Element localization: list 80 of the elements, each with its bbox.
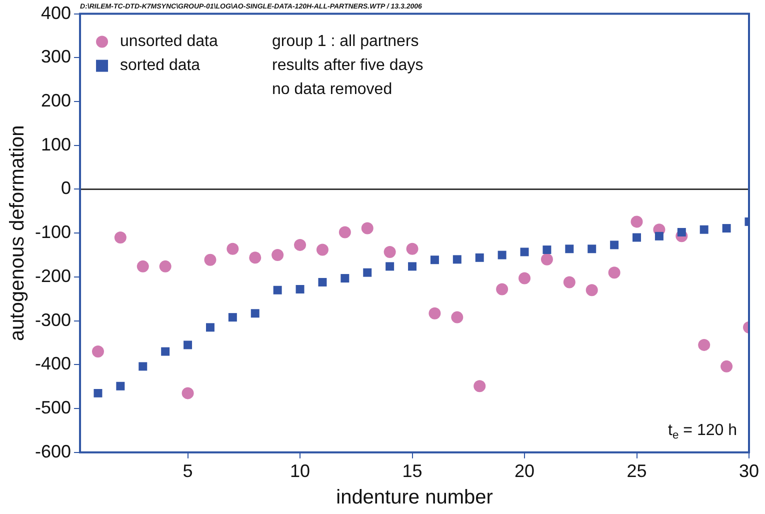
point (588, 244, 596, 254)
point (228, 313, 237, 322)
y-tick-label: -500 (34, 398, 72, 418)
legend-label: sorted data (120, 57, 200, 74)
annotation: results after five days (272, 57, 424, 74)
point (159, 260, 172, 272)
point (296, 285, 304, 294)
point (700, 225, 708, 234)
point (563, 276, 576, 288)
x-tick-label: 10 (290, 461, 310, 482)
y-tick-label: 0 (61, 178, 72, 198)
point (136, 260, 149, 272)
point (542, 246, 552, 254)
point (384, 246, 396, 258)
point (518, 272, 531, 284)
y-tick-label: -600 (34, 441, 72, 462)
point (316, 244, 328, 256)
point (94, 388, 102, 398)
x-axis-title: indenture number (336, 486, 494, 509)
y-tick-label: -100 (34, 222, 72, 242)
point (182, 387, 194, 400)
point (250, 309, 260, 318)
point (677, 228, 686, 236)
point (632, 233, 641, 242)
point (273, 286, 282, 294)
point (428, 307, 441, 320)
point (249, 252, 262, 264)
y-axis-title: autogenous deformation (6, 125, 29, 341)
x-tick-label: 5 (182, 461, 193, 482)
point (496, 283, 508, 296)
point (204, 254, 216, 266)
point (498, 250, 506, 260)
legend-label: unsorted data (120, 33, 218, 50)
y-tick-label: -200 (34, 266, 72, 286)
y-tick-label: 300 (40, 46, 72, 67)
point (608, 266, 620, 279)
point (138, 362, 148, 371)
point (116, 382, 125, 390)
y-tick-label: 400 (40, 2, 72, 23)
point (92, 346, 104, 358)
x-tick-label: 30 (738, 461, 760, 482)
point (294, 238, 306, 251)
annotation: no data removed (272, 81, 392, 98)
y-tick-label: 100 (40, 134, 72, 154)
y-tick-label: 200 (40, 90, 72, 110)
x-tick-label: 15 (402, 461, 422, 482)
point (361, 222, 374, 234)
point (451, 311, 464, 324)
point (406, 242, 418, 255)
point (565, 244, 574, 254)
point (408, 262, 417, 271)
point (338, 226, 351, 238)
x-tick-label: 25 (626, 461, 647, 482)
point (698, 338, 710, 351)
point (318, 278, 327, 286)
point (720, 360, 733, 372)
point (654, 232, 664, 240)
point (363, 268, 372, 277)
point (272, 249, 284, 262)
point (161, 347, 170, 356)
point (520, 248, 529, 256)
point (386, 262, 394, 271)
point (586, 284, 598, 296)
point (226, 242, 239, 255)
point (206, 323, 214, 332)
point (430, 256, 439, 264)
point (340, 274, 350, 283)
y-tick-label: -400 (34, 354, 72, 374)
point (475, 253, 484, 262)
x-tick-label: 20 (514, 461, 535, 482)
y-tick-label: -300 (34, 310, 72, 330)
point (630, 216, 643, 228)
annotation: group 1 : all partners (272, 33, 419, 50)
point (114, 231, 126, 244)
point (184, 340, 192, 350)
point (610, 240, 619, 250)
point (474, 380, 486, 392)
point (540, 253, 553, 266)
point (722, 224, 731, 233)
point (452, 255, 462, 264)
